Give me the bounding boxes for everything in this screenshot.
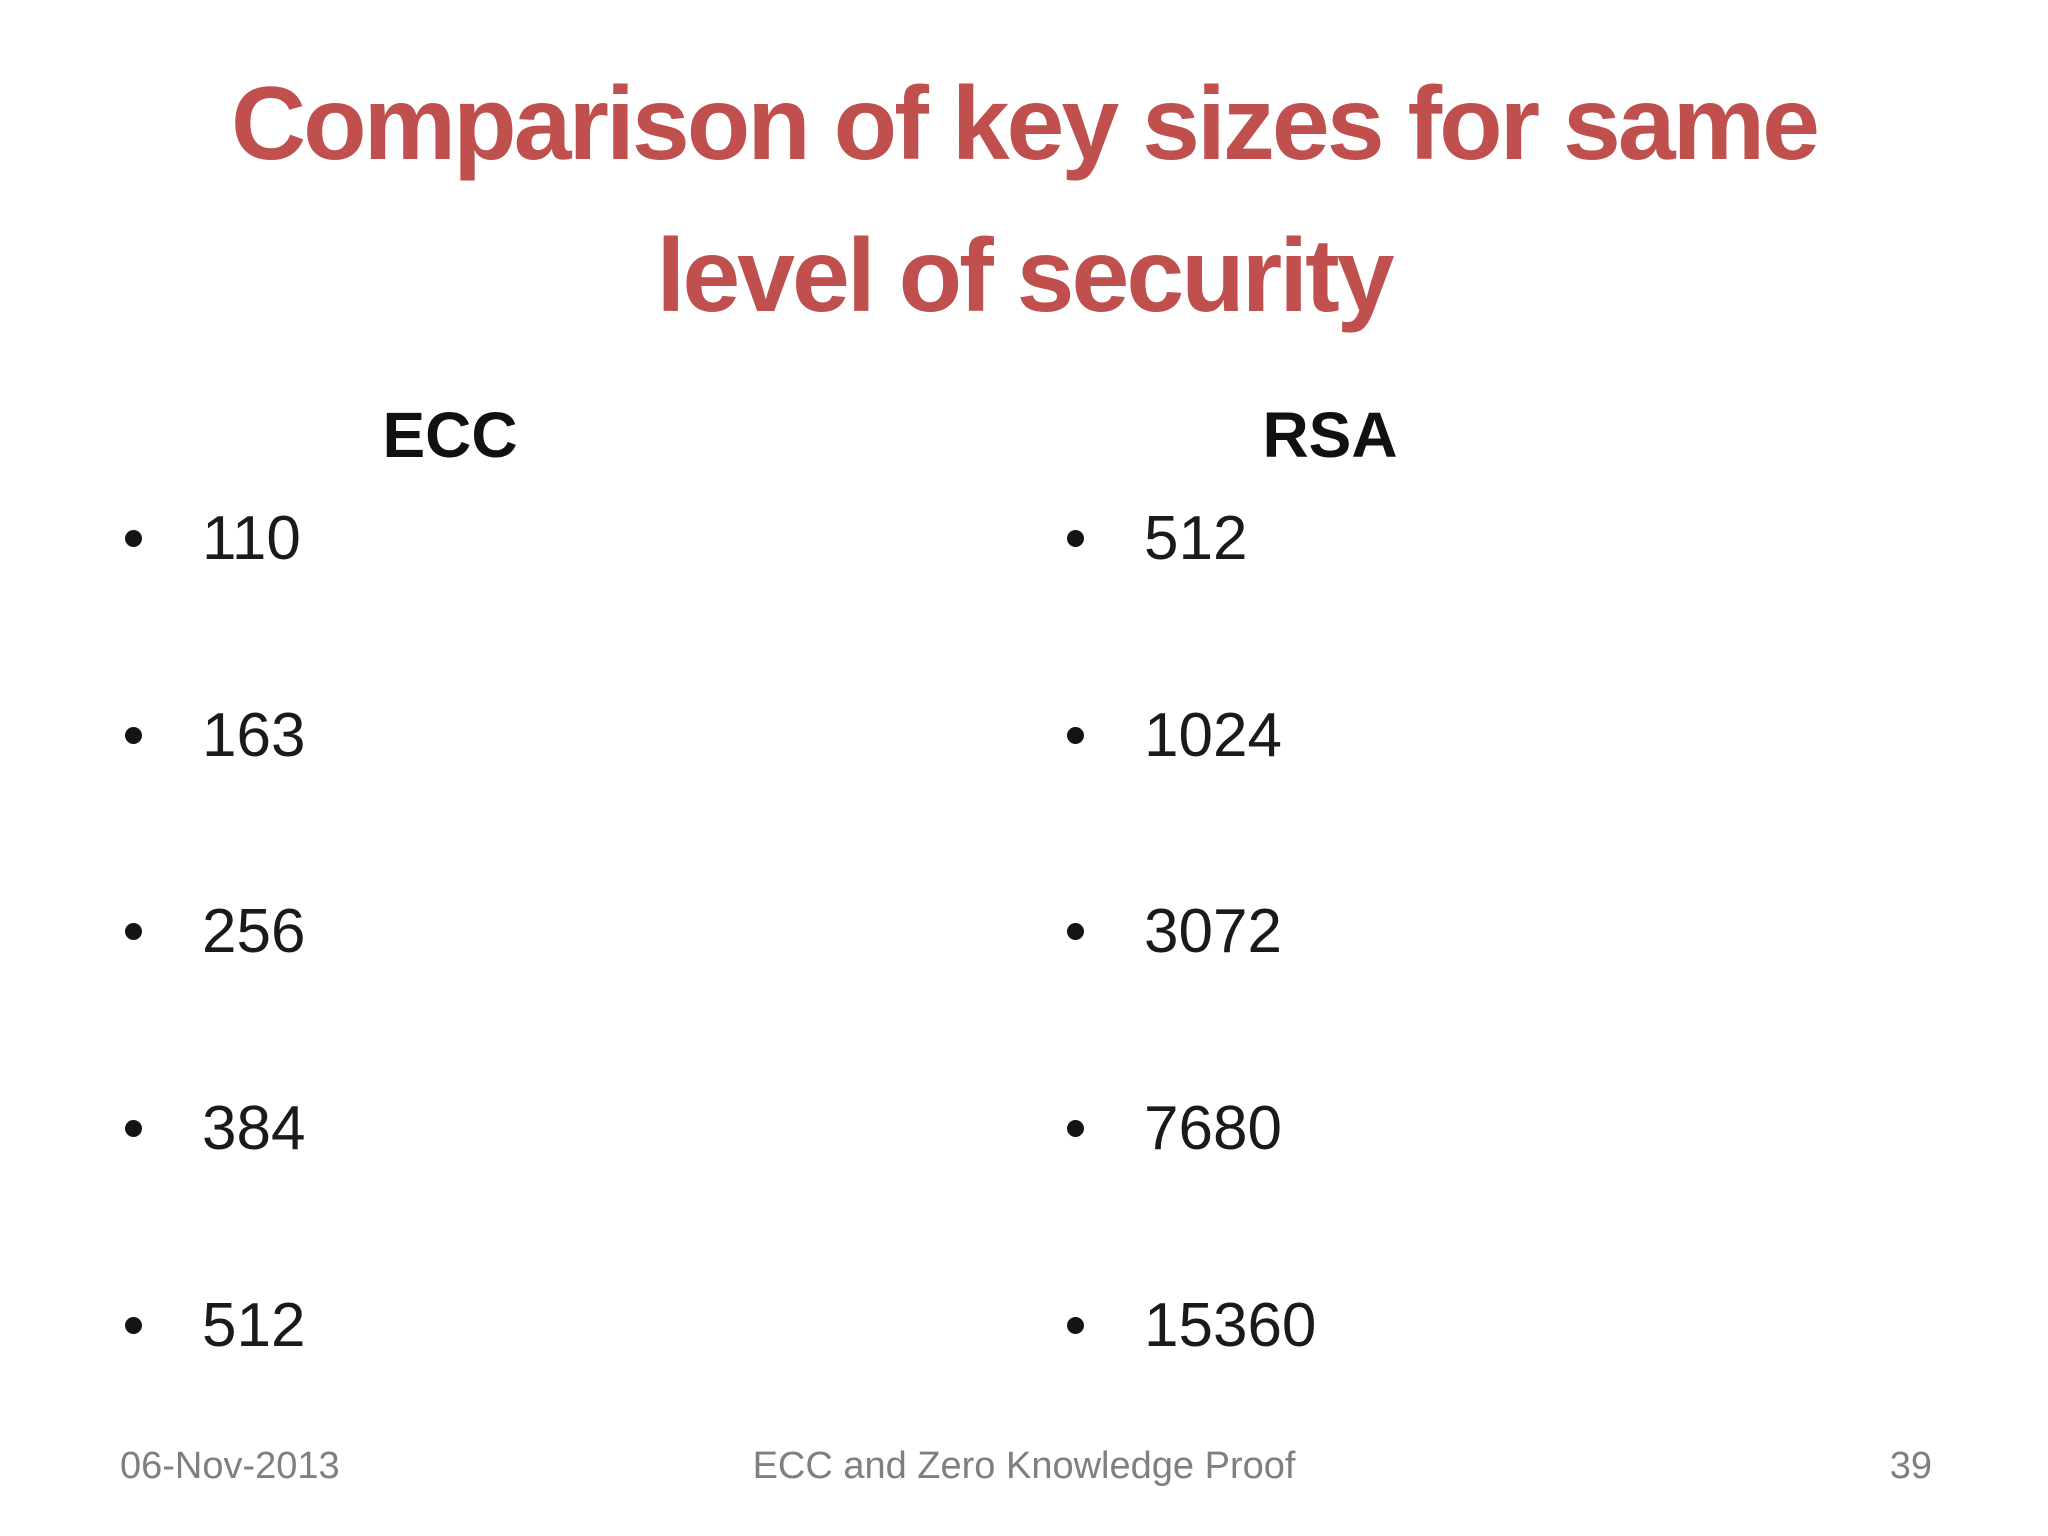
list-item: 384 [125,1030,825,1227]
bullet-icon [1067,726,1084,744]
key-size-value: 110 [202,503,301,573]
bullet-icon [125,1120,142,1138]
footer-title: ECC and Zero Knowledge Proof [752,1445,1296,1487]
ecc-key-size-list: 110 163 256 384 512 [125,440,825,1424]
list-item: 1024 [1067,637,1767,834]
key-size-value: 384 [202,1094,306,1164]
slide-title-line-2: level of security [656,218,1394,334]
column-header-rsa: RSA [1262,399,1398,471]
column-header-ecc: ECC [382,399,518,471]
slide-title: Comparison of key sizes for same level o… [0,48,2048,352]
key-size-value: 163 [202,700,306,770]
list-item: 110 [125,440,825,637]
key-size-value: 3072 [1144,897,1282,967]
footer-date: 06-Nov-2013 [120,1445,340,1487]
key-size-value: 1024 [1144,700,1282,770]
list-item: 163 [125,637,825,834]
list-item: 15360 [1067,1227,1767,1424]
bullet-icon [125,923,142,941]
list-item: 7680 [1067,1030,1767,1227]
key-size-value: 512 [1144,503,1248,573]
bullet-icon [1067,1120,1084,1138]
key-size-value: 512 [202,1291,306,1361]
bullet-icon [125,529,142,547]
slide-title-line-1: Comparison of key sizes for same [231,66,1820,182]
key-size-value: 15360 [1144,1291,1317,1361]
bullet-icon [1067,1317,1084,1335]
list-item: 3072 [1067,834,1767,1031]
key-size-value: 7680 [1144,1094,1282,1164]
rsa-key-size-list: 512 1024 3072 7680 15360 [1067,440,1767,1424]
list-item: 256 [125,834,825,1031]
list-item: 512 [1067,440,1767,637]
bullet-icon [125,726,142,744]
list-item: 512 [125,1227,825,1424]
bullet-icon [1067,923,1084,941]
footer-page-number: 39 [1889,1445,1932,1487]
bullet-icon [1067,529,1084,547]
bullet-icon [125,1317,142,1335]
key-size-value: 256 [202,897,306,967]
